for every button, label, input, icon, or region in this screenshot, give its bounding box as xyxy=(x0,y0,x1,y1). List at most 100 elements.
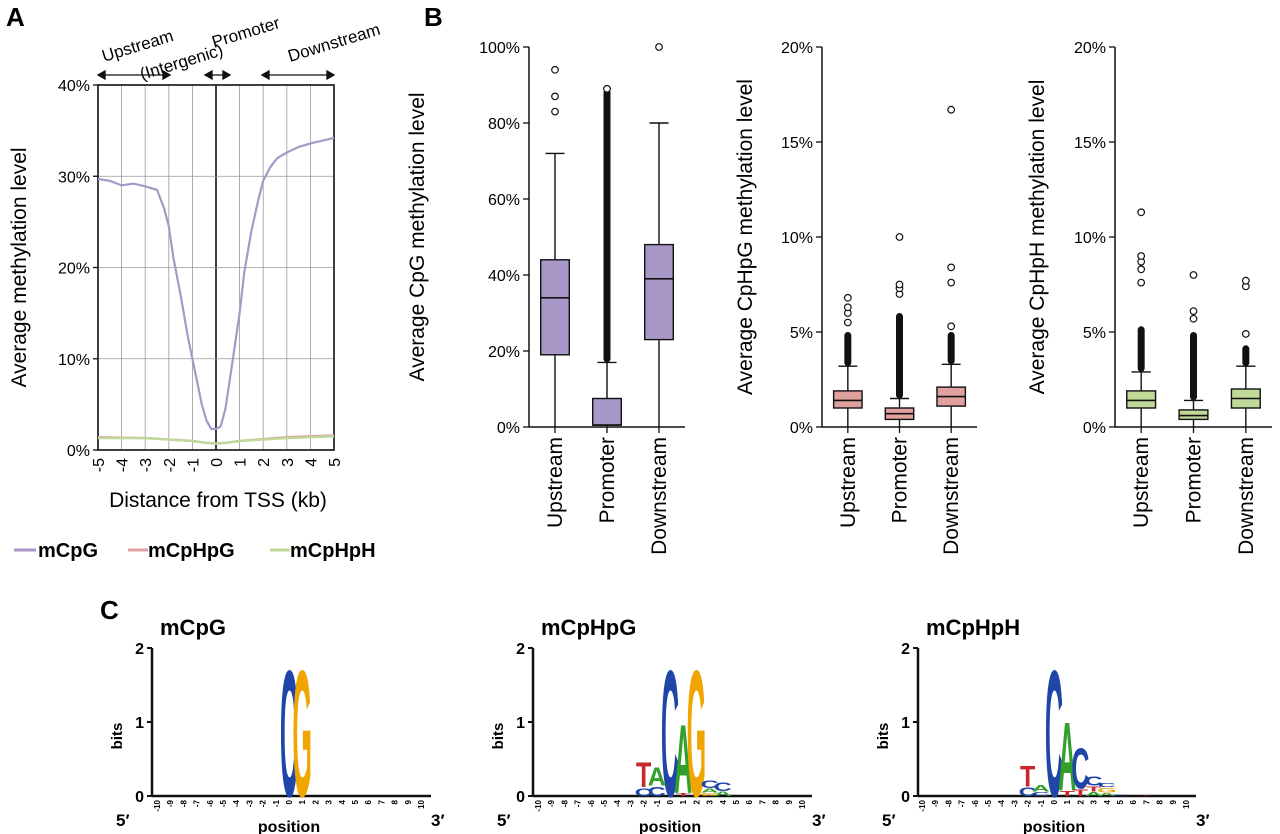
outlier-point xyxy=(551,92,559,101)
y-tick-label: 20% xyxy=(488,344,520,361)
logo-position-label: 5 xyxy=(732,799,741,804)
y-tick-label: 10% xyxy=(58,352,90,369)
outlier-point xyxy=(1137,252,1146,260)
logo-y-tick-label: 1 xyxy=(135,715,144,732)
outlier-cluster xyxy=(603,88,611,363)
x-tick-label: -1 xyxy=(185,458,202,472)
outlier-point xyxy=(1189,307,1198,316)
logo-y-tick-label: 0 xyxy=(135,789,144,806)
outlier-point xyxy=(1189,271,1198,279)
logo-letter-t: T xyxy=(1086,785,1102,793)
plot-frame xyxy=(97,84,335,451)
logo-letter-g: G xyxy=(687,634,706,834)
category-label: Downstream xyxy=(940,437,963,555)
promoter-arrowhead-left xyxy=(203,69,213,81)
logo-letter-c: C xyxy=(635,786,653,799)
panel-a-regions: Upstream (Intergenic) Promoter Downstrea… xyxy=(96,13,383,84)
logo-position-label: -1 xyxy=(272,799,281,807)
category-label: Promoter xyxy=(1183,437,1206,523)
outlier-point xyxy=(843,303,852,312)
panel-b-cphpg-boxplot: 0% 5% 10% 15% 20% Average CpHpG methylation l… xyxy=(734,40,977,555)
logo-position-label: -4 xyxy=(613,799,622,807)
region-downstream-label: Downstream xyxy=(286,20,383,66)
x-tick-label: 3 xyxy=(280,458,297,467)
logo-letter-t: T xyxy=(1020,759,1036,792)
logo-position-label: -9 xyxy=(931,799,940,807)
y-tick-label: 10% xyxy=(1074,230,1106,247)
y-tick-label: 10% xyxy=(781,230,813,247)
category-label: Promoter xyxy=(596,437,619,523)
x-tick-label: 0 xyxy=(209,458,226,467)
logo-x-label: position xyxy=(639,819,701,834)
logo-position-label: -4 xyxy=(232,799,241,807)
x-tick-label: -3 xyxy=(138,458,155,472)
logo-position-label: -5 xyxy=(600,799,609,807)
logo-position-label: 7 xyxy=(1142,799,1151,804)
logo-position-label: 4 xyxy=(719,799,728,804)
logo-letter-t: T xyxy=(1073,788,1089,798)
logo-position-label: 0 xyxy=(1050,799,1059,804)
x-tick-label: -5 xyxy=(91,458,108,472)
logo-position-label: -10 xyxy=(534,799,543,811)
logo-letter-g: G xyxy=(292,634,311,834)
outlier-cluster xyxy=(1137,326,1145,372)
logo-position-label: -7 xyxy=(193,799,202,807)
x-tick-label: -2 xyxy=(162,458,179,472)
logo-3prime-label: 3′ xyxy=(1196,811,1210,830)
y-axis-label: Average CpHpG methylation level xyxy=(734,79,757,395)
logo-position-label: 6 xyxy=(364,799,373,804)
outlier-point xyxy=(843,293,852,302)
upstream-arrowhead-left xyxy=(96,69,106,81)
logo-position-label: 0 xyxy=(666,799,675,804)
outlier-point xyxy=(1137,208,1146,217)
logo-position-label: -8 xyxy=(179,799,188,807)
outlier-cluster xyxy=(1242,345,1250,367)
category-label: Downstream xyxy=(648,437,671,555)
logo-position-label: 10 xyxy=(798,799,807,808)
downstream-arrowhead-left xyxy=(260,69,270,81)
logo-letter-t: T xyxy=(676,792,691,797)
logo-letter-c: C xyxy=(661,634,679,834)
logo-position-label: 9 xyxy=(785,799,794,804)
logo-position-label: 1 xyxy=(679,799,688,804)
logo-letter-c: C xyxy=(1098,782,1116,788)
logo-letter-t: T xyxy=(636,756,652,795)
logo-position-label: 8 xyxy=(772,799,781,804)
y-tick-label: 60% xyxy=(488,192,520,209)
logo-letter-c: C xyxy=(1032,791,1050,797)
outlier-point xyxy=(843,318,852,327)
logo-letter-c: C xyxy=(1071,738,1089,802)
logo-position-label: 4 xyxy=(1103,799,1112,804)
downstream-arrowhead-right xyxy=(326,69,336,81)
logo-y-tick-label: 2 xyxy=(135,641,144,658)
logo-position-label: 9 xyxy=(1169,799,1178,804)
outlier-point xyxy=(655,43,663,51)
logo-position-label: 10 xyxy=(1182,799,1191,808)
logo-position-label: -9 xyxy=(166,799,175,807)
logo-letter-a: A xyxy=(1032,783,1051,793)
logo-letter-a: A xyxy=(1098,792,1116,797)
logo-position-label: -10 xyxy=(918,799,927,811)
logo-letter-c: C xyxy=(1019,786,1037,799)
logo-y-label: bits xyxy=(109,723,126,750)
region-promoter-label: Promoter xyxy=(210,13,283,52)
logo-y-label: bits xyxy=(490,723,507,750)
logo-position-label: -3 xyxy=(245,799,254,807)
outlier-point xyxy=(947,105,956,114)
logo-position-label: -2 xyxy=(259,799,268,807)
logo-position-label: -8 xyxy=(560,799,569,807)
logo-position-label: -6 xyxy=(206,799,215,807)
box xyxy=(832,390,863,409)
logo-letter-c: C xyxy=(280,634,298,834)
x-tick-label: 2 xyxy=(256,458,273,467)
logo-letter-a: A xyxy=(701,787,719,793)
y-axis-label: Average methylation level xyxy=(8,147,31,387)
category-label: Promoter xyxy=(889,437,912,523)
logo-position-label: -6 xyxy=(971,799,980,807)
y-tick-label: 20% xyxy=(58,261,90,278)
logo-letter-c: C xyxy=(1111,794,1129,796)
logo-position-label: -5 xyxy=(219,799,228,807)
logo-x-label: position xyxy=(258,819,320,834)
y-tick-label: 40% xyxy=(488,268,520,285)
